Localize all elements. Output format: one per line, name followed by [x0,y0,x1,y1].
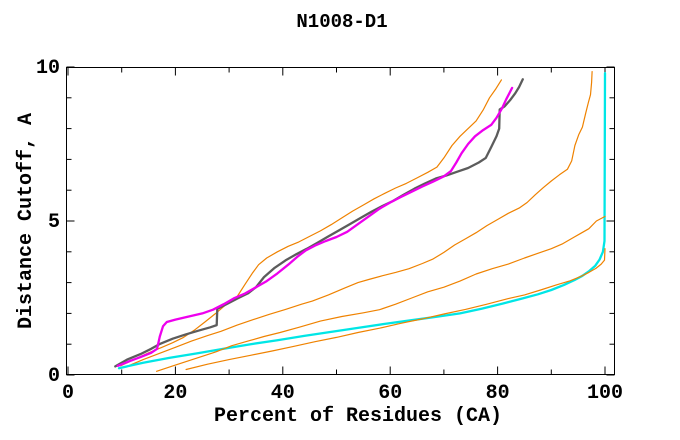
axis-ticks [66,66,615,376]
series-magenta-line [116,86,514,367]
series-orange-1-line [119,79,502,367]
chart-title: N1008-D1 [296,11,387,33]
data-series [114,70,607,372]
y-tick-label: 5 [48,211,60,234]
series-orange-3-line [156,215,606,372]
x-tick-label: 20 [163,382,187,405]
series-orange-2-line [126,70,593,367]
series-orange-4-line [185,248,606,371]
x-tick-label: 100 [587,382,623,405]
plot-border [66,67,615,375]
y-tick-label: 0 [48,365,60,388]
x-axis-title: Percent of Residues (CA) [214,405,502,428]
axis-tick-labels: 0 20 40 60 80 100 0 5 10 [36,57,623,405]
series-cyan-line [117,72,607,370]
x-tick-label: 40 [271,382,295,405]
y-axis-title: Distance Cutoff, A [15,113,38,329]
x-tick-label: 60 [378,382,402,405]
x-tick-label: 0 [62,382,74,405]
x-tick-label: 80 [486,382,510,405]
series-gray-line [114,78,524,368]
y-tick-label: 10 [36,57,60,80]
